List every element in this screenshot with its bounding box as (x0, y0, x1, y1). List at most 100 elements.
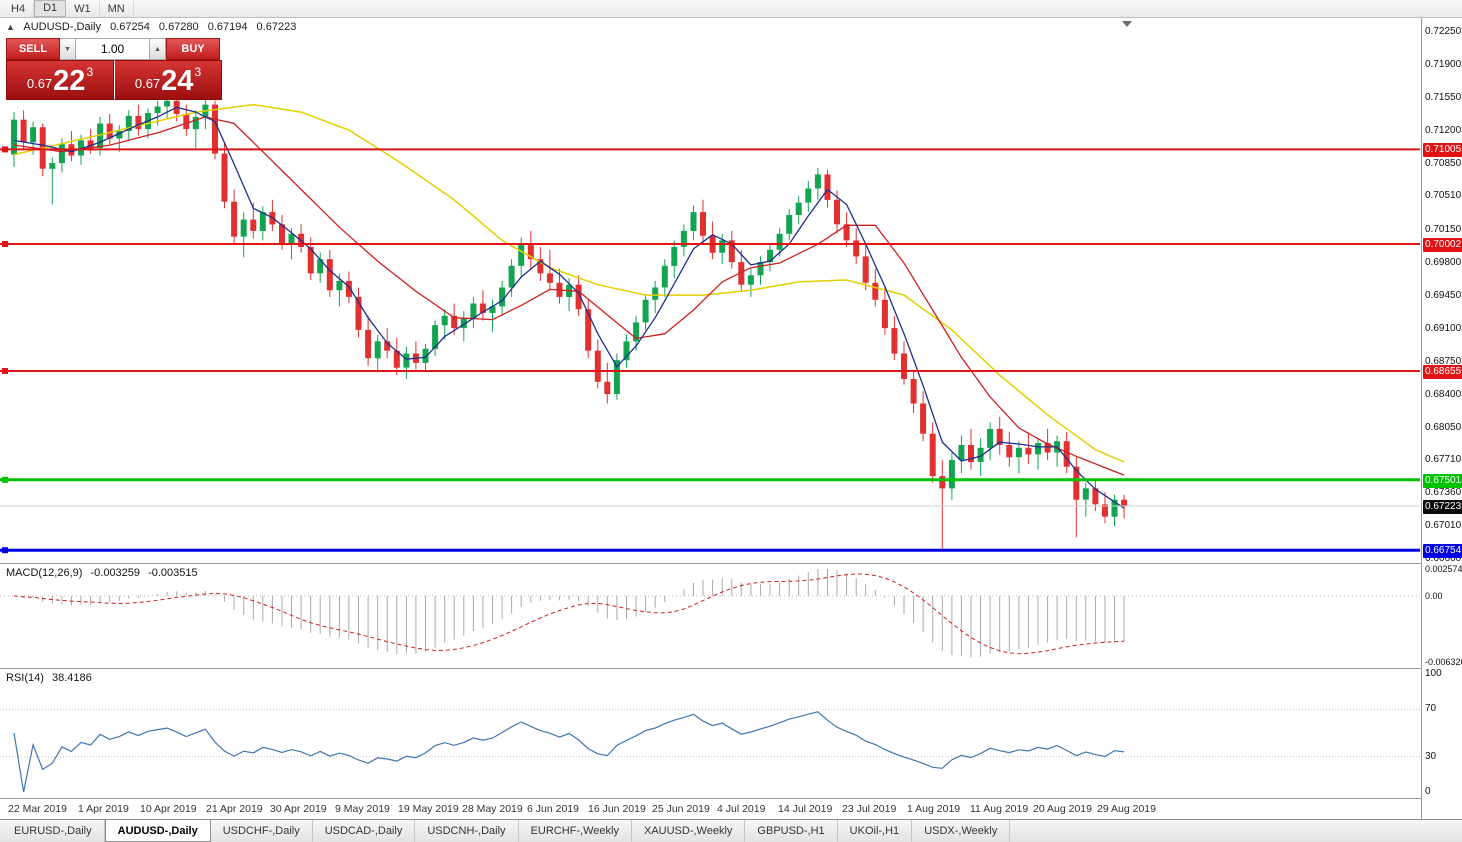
volume-input[interactable] (76, 38, 150, 60)
price-axis-label: 0.70510 (1425, 190, 1462, 202)
date-axis-label: 6 Jun 2019 (527, 803, 579, 815)
price-axis-label: 0.70150 (1425, 224, 1462, 235)
rsi-axis-label: 100 (1425, 668, 1442, 679)
price-axis-label: 0.68050 (1425, 422, 1462, 433)
price-axis-label: 0.69100 (1425, 323, 1462, 334)
macd-name: MACD(12,26,9) (6, 567, 83, 579)
date-axis-label: 29 Aug 2019 (1097, 803, 1156, 815)
volume-increase-icon[interactable]: ▲ (150, 38, 166, 60)
date-axis-label: 28 May 2019 (462, 803, 523, 815)
buy-button[interactable]: BUY (166, 38, 220, 60)
timeframe-toolbar: H4 D1 W1 MN (0, 0, 1462, 18)
level-price-badge: 0.67501 (1423, 473, 1462, 488)
buy-price-prefix: 0.67 (134, 76, 161, 91)
date-axis-label: 19 May 2019 (398, 803, 459, 815)
macd-signal-value: -0.003515 (148, 567, 198, 579)
rsi-indicator-canvas[interactable] (0, 668, 1420, 798)
price-axis-label: 0.72250 (1425, 26, 1462, 37)
chart-tab-usdchf[interactable]: USDCHF-,Daily (211, 820, 313, 842)
chart-tab-gbpusd[interactable]: GBPUSD-,H1 (745, 820, 838, 842)
price-axis-label: 0.71900 (1425, 59, 1462, 70)
price-axis-label: 0.70850 (1425, 158, 1462, 169)
ohlc-open: 0.67254 (110, 21, 150, 33)
buy-price-display[interactable]: 0.67 24 3 (114, 60, 222, 100)
price-axis-label: 0.67010 (1425, 520, 1462, 532)
chart-tabs-bar: EURUSD-,Daily AUDUSD-,Daily USDCHF-,Daily U… (0, 819, 1462, 842)
sell-price-prefix: 0.67 (26, 76, 53, 91)
date-axis-label: 10 Apr 2019 (140, 803, 197, 815)
chart-tab-ukoil[interactable]: UKOil-,H1 (838, 820, 913, 842)
price-axis-label: 0.67710 (1425, 454, 1462, 466)
rsi-name: RSI(14) (6, 672, 44, 684)
price-axis-label: 0.69450 (1425, 290, 1462, 301)
ohlc-close: 0.67223 (256, 21, 297, 33)
timeframe-button-h4[interactable]: H4 (3, 0, 35, 17)
level-price-badge: 0.71005 (1423, 143, 1462, 158)
chart-tab-usdcad[interactable]: USDCAD-,Daily (313, 820, 416, 842)
date-axis-label: 25 Jun 2019 (652, 803, 710, 815)
date-axis[interactable]: 22 Mar 2019 1 Apr 2019 10 Apr 2019 21 Apr 2… (0, 798, 1421, 819)
date-axis-label: 1 Apr 2019 (78, 803, 129, 815)
date-axis-label: 21 Apr 2019 (206, 803, 263, 815)
macd-axis-min: -0.006326 (1425, 657, 1462, 667)
chart-tab-xauusd[interactable]: XAUUSD-,Weekly (632, 820, 746, 842)
macd-axis-max: 0.002574 (1425, 564, 1462, 574)
date-axis-label: 23 Jul 2019 (842, 803, 897, 815)
level-price-badge: 0.66754 (1423, 544, 1462, 559)
buy-price-sup: 3 (194, 65, 202, 79)
volume-decrease-icon[interactable]: ▼ (60, 38, 76, 60)
date-axis-label: 1 Aug 2019 (907, 803, 961, 815)
one-click-trading-panel: SELL ▼ ▲ BUY 0.67 22 3 0.67 24 3 (6, 38, 222, 100)
rsi-axis-label: 70 (1425, 703, 1437, 715)
rsi-value: 38.4186 (51, 672, 92, 684)
level-price-badge: 0.68655 (1423, 364, 1462, 379)
level-price-badge: 0.70002 (1423, 237, 1462, 252)
date-axis-label: 16 Jun 2019 (588, 803, 646, 815)
price-axis-label: 0.71200 (1425, 125, 1462, 136)
buy-price-big: 24 (161, 65, 194, 97)
chart-ohlc-header: ▲ AUDUSD-,Daily 0.67254 0.67280 0.67194 … (6, 21, 302, 33)
macd-indicator-canvas[interactable] (0, 563, 1420, 668)
price-chart-canvas[interactable] (0, 18, 1420, 563)
timeframe-button-w1[interactable]: W1 (66, 0, 100, 17)
chart-tab-eurchf[interactable]: EURCHF-,Weekly (519, 820, 632, 842)
macd-value: -0.003259 (90, 567, 141, 579)
price-axis-label: 0.69800 (1425, 257, 1462, 268)
macd-pane-separator (0, 563, 1462, 564)
macd-label: MACD(12,26,9) -0.003259 -0.003515 (6, 567, 203, 579)
price-axis-label: 0.68400 (1425, 389, 1462, 400)
date-axis-label: 14 Jul 2019 (778, 803, 833, 815)
chart-symbol-title: AUDUSD-,Daily (23, 21, 101, 33)
chart-shift-marker (1122, 21, 1132, 27)
date-axis-label: 4 Jul 2019 (717, 803, 766, 815)
ohlc-low: 0.67194 (207, 21, 248, 33)
rsi-axis-label: 0 (1425, 786, 1431, 797)
sell-price-sup: 3 (86, 65, 94, 79)
date-axis-label: 22 Mar 2019 (8, 803, 67, 815)
chart-tab-usdcnh[interactable]: USDCNH-,Daily (415, 820, 519, 842)
price-axis-label: 0.67360 (1425, 487, 1462, 499)
chart-tab-usdx[interactable]: USDX-,Weekly (912, 820, 1011, 842)
chart-tab-audusd[interactable]: AUDUSD-,Daily (104, 820, 211, 842)
ohlc-high: 0.67280 (158, 21, 199, 33)
rsi-axis-label: 30 (1425, 750, 1437, 762)
date-axis-label: 9 May 2019 (335, 803, 390, 815)
one-click-panel-toggle-icon[interactable]: ▲ (6, 22, 15, 32)
current-price-badge: 0.67223 (1423, 499, 1462, 514)
sell-price-display[interactable]: 0.67 22 3 (6, 60, 114, 100)
sell-button[interactable]: SELL (6, 38, 60, 60)
chart-tab-eurusd[interactable]: EURUSD-,Daily (2, 820, 105, 842)
date-axis-label: 30 Apr 2019 (270, 803, 327, 815)
macd-axis-zero: 0.00 (1425, 590, 1443, 601)
price-axis[interactable]: 0.72250 0.71900 0.71550 0.71200 0.70850 0.705… (1421, 18, 1462, 819)
sell-price-big: 22 (53, 65, 86, 97)
timeframe-button-d1[interactable]: D1 (34, 0, 67, 17)
rsi-label: RSI(14) 38.4186 (6, 672, 97, 684)
price-axis-label: 0.66660 (1425, 553, 1462, 565)
date-axis-label: 11 Aug 2019 (970, 803, 1029, 815)
date-axis-label: 20 Aug 2019 (1033, 803, 1092, 815)
timeframe-button-mn[interactable]: MN (100, 0, 134, 17)
price-axis-label: 0.71550 (1425, 92, 1462, 103)
rsi-pane-separator (0, 668, 1462, 669)
